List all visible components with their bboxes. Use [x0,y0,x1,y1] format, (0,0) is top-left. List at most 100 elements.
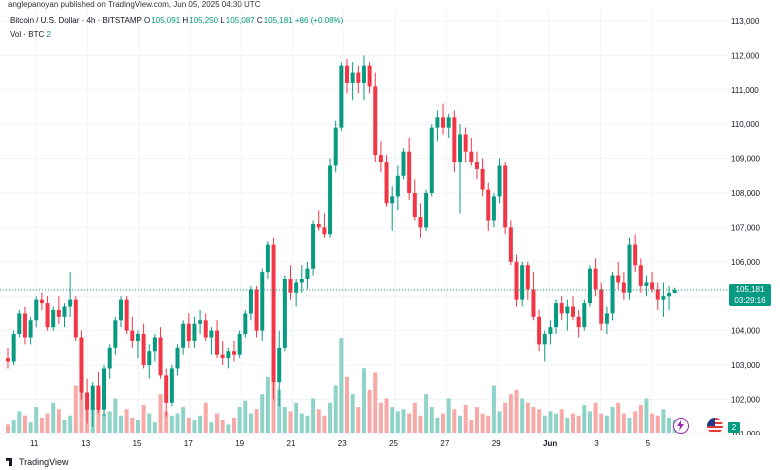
volume-bar [537,409,542,433]
flag-us-icon[interactable] [707,418,723,434]
volume-scale-badge: 2 [728,422,740,433]
volume-bar [627,417,632,433]
candle-body [345,65,349,83]
volume-bar [650,413,655,433]
candle-body [68,299,73,307]
volume-bar [56,409,61,433]
time-tick-label: 19 [235,439,245,448]
volume-bar [401,409,406,433]
candle-body [237,334,242,355]
candle-body [390,196,395,204]
volume-bar [452,409,457,433]
candle-body [124,299,129,331]
volume-bar [604,415,609,433]
candle-body [209,330,214,338]
volume-bar [226,424,231,433]
price-scale[interactable]: 113,000 112,000 111,000 110,000 109,000 108,0… [728,10,780,470]
volume-label[interactable]: Vol · BTC [10,30,45,39]
volume-bar [418,415,423,433]
volume-bar [203,402,208,433]
lightning-icon[interactable] [673,418,689,434]
candle-body [565,306,570,314]
candle-body [62,306,67,317]
candle-body [322,227,327,235]
footer-branding[interactable]: TradingView [6,457,69,467]
volume-bar [73,385,78,433]
candle-body [497,165,502,197]
volume-bar [514,389,519,433]
time-tick-label: 25 [389,439,398,448]
candle-body [554,303,559,328]
volume-bar [169,415,174,433]
candle-body [90,385,95,410]
candle-body [508,227,513,262]
volume-bar [593,402,598,433]
volume-bar [429,407,434,433]
time-tick-label: 11 [30,439,39,448]
candle-body [429,127,434,193]
volume-bar [51,402,56,433]
candle-body [175,347,180,369]
candle-body [130,330,135,341]
price-tick-label: 102,000 [731,395,760,404]
volume-bar [322,415,327,433]
candle-body [6,358,10,362]
price-tick-label: 108,000 [731,189,760,198]
volume-bar [243,400,248,433]
volume-bar [288,411,293,433]
candle-body [401,151,406,176]
volume-bar [390,407,395,433]
volume-bar [446,398,451,433]
volume-bar [237,407,242,433]
candle-body [593,268,598,290]
time-axis[interactable]: 11 13 15 17 19 21 23 25 27 29 Jun 3 5 [0,437,728,451]
candle-body [604,313,609,324]
candle-body [220,354,225,359]
volume-bar [248,413,253,433]
candle-body [469,151,474,163]
candle-body [164,375,169,403]
volume-bar [260,394,265,433]
volume-bar [305,415,310,433]
price-tick-label: 109,000 [731,155,760,164]
high-label: H [182,16,189,25]
volume-bar [633,411,638,433]
open-label: O [143,16,151,25]
price-tick-label: 101,000 [731,430,760,435]
candle-body [587,268,592,304]
volume-bar [373,372,378,433]
volume-bar [265,376,270,433]
symbol-title[interactable]: Bitcoin / U.S. Dollar · 4h · BITSTAMP [10,16,142,25]
volume-bar [107,411,112,433]
volume-bar [503,402,508,433]
volume-bar [559,409,564,433]
volume-bar [345,376,349,433]
candle-body [152,337,157,352]
volume-bar [469,420,474,433]
candle-body [79,337,84,393]
volume-bar [655,415,660,433]
volume-bar [497,411,502,433]
price-tick-label: 104,000 [731,327,760,336]
volume-bar [209,422,214,433]
candle-body [203,320,208,338]
candle-body [650,282,655,290]
candle-body [311,223,316,269]
candlestick-chart[interactable] [0,10,728,469]
legend-main-line: Bitcoin / U.S. Dollar · 4h · BITSTAMP O1… [10,14,343,28]
volume-value: 2 [46,30,51,39]
volume-bar [164,411,169,433]
candle-body [633,244,638,266]
candle-body [542,334,547,345]
candle-body [232,351,236,355]
candle-body [576,316,581,328]
chart-area[interactable] [0,10,728,469]
volume-bar [525,402,530,433]
candle-body [548,327,553,335]
candle-body [282,279,287,348]
price-tick-label: 103,000 [731,361,760,370]
candle-body [491,196,496,221]
volume-bar [458,415,462,433]
price-tick-label: 110,000 [731,120,760,129]
publisher-line: anglepanoyan published on TradingView.co… [8,0,261,9]
